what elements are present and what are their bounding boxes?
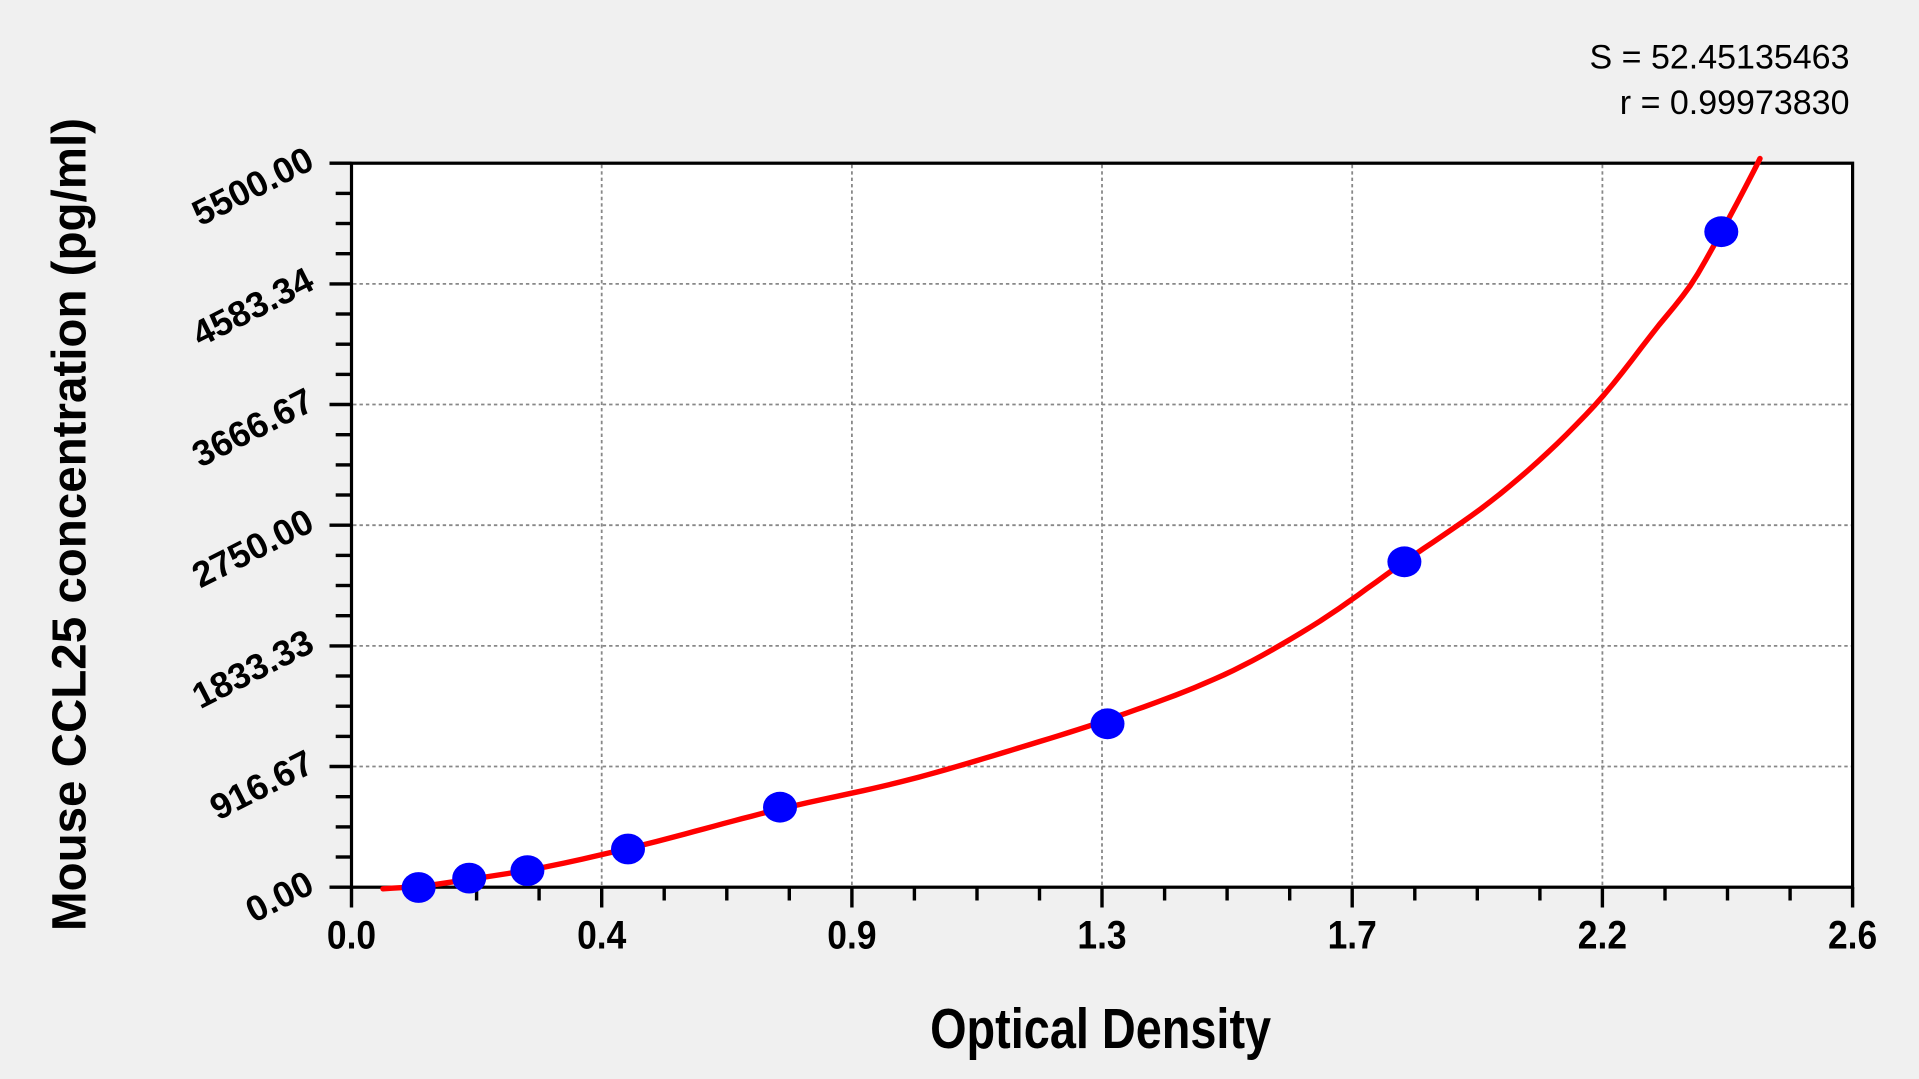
svg-text:Mouse CCL25 concentration (pg/: Mouse CCL25 concentration (pg/ml) [43, 118, 96, 931]
svg-text:Optical Density: Optical Density [930, 998, 1271, 1061]
svg-text:1.7: 1.7 [1328, 914, 1377, 958]
svg-text:0.4: 0.4 [577, 914, 626, 958]
svg-text:2.2: 2.2 [1578, 914, 1627, 958]
svg-text:2.6: 2.6 [1828, 914, 1877, 958]
svg-text:r = 0.99973830: r = 0.99973830 [1620, 84, 1850, 122]
svg-text:1.3: 1.3 [1077, 914, 1126, 958]
svg-text:0.9: 0.9 [827, 914, 876, 958]
svg-text:0.0: 0.0 [327, 914, 376, 958]
svg-text:S = 52.45135463: S = 52.45135463 [1590, 38, 1850, 76]
